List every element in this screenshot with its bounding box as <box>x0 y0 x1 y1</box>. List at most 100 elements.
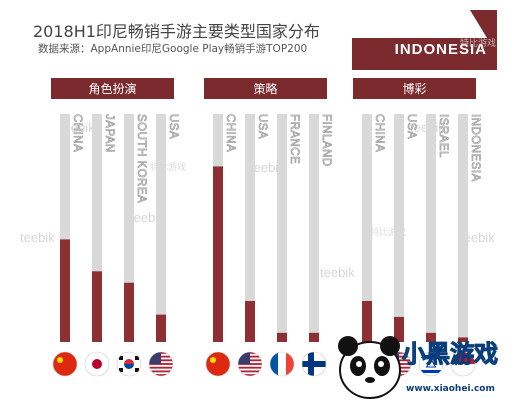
flag-border <box>84 351 110 377</box>
bar <box>277 332 287 342</box>
flag-border <box>52 351 78 377</box>
bar-track <box>60 114 70 342</box>
flag-disc <box>92 359 102 369</box>
bar-track <box>362 114 372 342</box>
flag-band <box>270 352 278 376</box>
watermark: teebik <box>20 230 55 245</box>
brand-logo: 小黑游戏 www.xiaohei.com <box>330 328 519 402</box>
group-title: 博彩 <box>402 81 426 96</box>
flag-band <box>451 352 475 364</box>
category-label: CHINA <box>373 114 385 152</box>
region-banner: INDONESIA <box>352 10 497 70</box>
category-label: USA <box>256 114 268 139</box>
flag-border <box>269 351 295 377</box>
flag-stripe <box>419 370 443 373</box>
panda-icon <box>338 336 401 399</box>
bar <box>213 166 223 342</box>
flag-star <box>57 357 63 363</box>
category-label: JAPAN <box>103 114 115 153</box>
bar-track <box>458 114 468 342</box>
group-title: 策略 <box>253 81 277 96</box>
watermark: teebik <box>460 230 495 245</box>
finland-flag-icon <box>302 352 326 376</box>
usa-flag-icon <box>149 352 173 376</box>
flag-border <box>148 351 174 377</box>
watermark: teebik <box>320 265 355 280</box>
bar-track <box>394 114 404 342</box>
flag-trigram <box>119 368 123 372</box>
flag-stripe <box>238 370 262 373</box>
group-title: 角色扮演 <box>88 81 136 96</box>
bar <box>60 239 70 342</box>
france-flag-icon <box>270 352 294 376</box>
flag-stripe <box>149 370 173 373</box>
flag-taeguk-top <box>124 359 134 364</box>
flag-trigram <box>119 356 123 360</box>
china-flag-icon <box>53 352 77 376</box>
flag-field <box>53 352 77 376</box>
data-source: 数据来源：AppAnnie印尼Google Play畅销手游TOP200 <box>38 43 308 55</box>
page-title: 2018H1印尼畅销手游主要类型国家分布 <box>33 22 320 41</box>
bar-track <box>426 114 436 342</box>
bar-track <box>156 114 166 342</box>
flag-stripe <box>238 366 262 369</box>
flag-border <box>301 351 327 377</box>
bar-track <box>92 114 102 342</box>
flag-trigram <box>135 356 139 360</box>
category-label: USA <box>167 114 179 139</box>
bar <box>309 332 319 342</box>
japan-flag-icon <box>85 352 109 376</box>
flag-border <box>418 351 444 377</box>
watermark-cn: 特比游戏 <box>370 228 407 238</box>
flag-field <box>206 352 230 376</box>
bar <box>394 316 404 342</box>
flag-stripe <box>149 366 173 369</box>
flag-band <box>278 352 286 376</box>
korea-flag-icon <box>117 352 141 376</box>
flag-star <box>210 357 216 363</box>
bar <box>362 300 372 342</box>
flag-border <box>205 351 231 377</box>
indonesia-flag-icon <box>451 352 475 376</box>
category-label: CHINA <box>71 114 83 152</box>
bar <box>426 332 436 342</box>
flag-star <box>425 357 437 368</box>
flag-stripe <box>419 355 443 358</box>
flag-taeguk-bottom <box>124 364 134 369</box>
israel-flag-icon <box>419 352 443 376</box>
bar-track <box>245 114 255 342</box>
flag-border <box>116 351 142 377</box>
banner-fold <box>470 10 497 38</box>
brand-url: www.xiaohei.com <box>406 384 495 394</box>
header: 2018H1印尼畅销手游主要类型国家分布 数据来源：AppAnnie印尼Goog… <box>0 0 519 70</box>
category-label: FRANCE <box>288 114 300 164</box>
brand-name: 小黑游戏 <box>402 340 499 369</box>
bar-track <box>124 114 134 342</box>
watermark: teebik <box>250 160 285 175</box>
flag-stripe <box>149 374 173 376</box>
flag-trigram <box>135 368 139 372</box>
flag-band <box>286 352 294 376</box>
category-label: ISRAEL <box>437 114 449 158</box>
bar <box>92 271 102 342</box>
watermark-cn: 特比游戏 <box>150 163 187 173</box>
china-flag-icon <box>206 352 230 376</box>
chart-group: 角色扮演 CHINA JAPAN SOUTH KOREA USA <box>51 78 179 377</box>
group-header <box>204 78 327 99</box>
flag-band <box>451 364 475 376</box>
usa-flag-icon <box>238 352 262 376</box>
watermark-cn: 特比游戏 <box>460 39 497 49</box>
group-header <box>353 78 476 99</box>
bar <box>245 300 255 342</box>
flag-border <box>450 351 476 377</box>
banner-strip <box>352 38 497 70</box>
banner-shape <box>352 10 497 70</box>
chart-group: 策略 CHINA USA FRANCE FINLAND <box>204 78 332 377</box>
flag-stripe <box>238 374 262 376</box>
category-label: INDONESIA <box>469 114 481 182</box>
category-label: USA <box>405 114 417 139</box>
bar <box>124 282 134 342</box>
group-header <box>51 78 174 99</box>
category-label: SOUTH KOREA <box>135 114 147 203</box>
